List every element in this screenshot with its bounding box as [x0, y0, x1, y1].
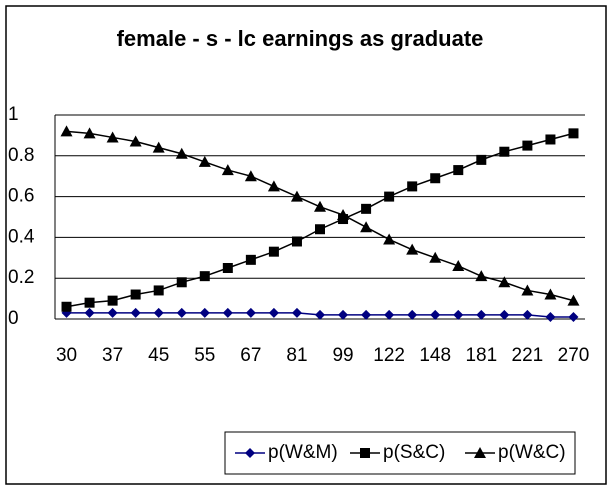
marker	[406, 243, 419, 255]
marker	[291, 307, 302, 318]
marker	[290, 190, 303, 202]
marker	[499, 146, 510, 157]
marker	[60, 125, 73, 137]
marker	[337, 208, 350, 220]
x-tick-label: 30	[56, 345, 77, 366]
marker	[268, 246, 279, 257]
marker	[568, 311, 579, 322]
legend-label: p(W&C)	[498, 442, 566, 463]
marker	[176, 277, 187, 288]
marker	[315, 309, 325, 320]
marker	[176, 307, 187, 318]
legend-box	[224, 431, 576, 475]
legend-marker	[474, 447, 486, 458]
marker	[383, 233, 396, 245]
marker	[130, 307, 141, 318]
marker	[407, 309, 418, 320]
marker	[199, 271, 210, 282]
y-tick-label: 0	[8, 308, 19, 329]
marker	[244, 170, 257, 182]
marker	[453, 165, 464, 176]
x-tick-label: 81	[286, 345, 307, 366]
legend-marker	[360, 448, 370, 458]
marker	[407, 181, 418, 192]
marker	[453, 309, 464, 320]
marker	[245, 254, 256, 265]
marker	[267, 180, 280, 192]
marker	[476, 309, 487, 320]
x-tick-label: 67	[240, 345, 261, 366]
y-tick-label: 0.8	[8, 145, 34, 166]
y-tick-label: 0.6	[8, 186, 34, 207]
marker	[452, 259, 465, 271]
marker	[430, 309, 441, 320]
marker	[199, 307, 210, 318]
marker	[315, 224, 325, 235]
marker	[268, 307, 279, 318]
marker	[222, 263, 233, 273]
x-tick-label: 45	[148, 345, 169, 366]
marker	[61, 301, 72, 312]
chart-border	[5, 5, 607, 485]
marker	[107, 295, 118, 306]
marker	[476, 154, 487, 165]
x-tick-label: 270	[558, 345, 590, 366]
x-tick-label: 55	[194, 345, 215, 366]
marker	[338, 309, 349, 320]
marker	[384, 309, 395, 320]
marker	[153, 285, 164, 296]
marker	[545, 311, 556, 322]
marker	[314, 200, 326, 212]
marker	[475, 270, 488, 282]
marker	[384, 191, 395, 202]
x-tick-label: 122	[373, 345, 405, 366]
x-tick-label: 99	[332, 345, 353, 366]
legend-label: p(S&C)	[383, 442, 445, 463]
marker	[130, 289, 141, 300]
marker	[498, 276, 511, 288]
marker	[129, 135, 142, 147]
marker	[107, 307, 118, 318]
x-tick-label: 221	[512, 345, 544, 366]
marker	[221, 164, 234, 176]
marker	[521, 284, 534, 296]
marker	[544, 288, 557, 300]
marker	[522, 140, 533, 151]
marker	[429, 251, 442, 263]
marker	[83, 127, 96, 139]
y-tick-label: 0.2	[8, 267, 34, 288]
marker	[567, 294, 580, 306]
marker	[545, 134, 556, 145]
x-tick-label: 37	[102, 345, 123, 366]
marker	[361, 309, 372, 320]
chart-title: female - s - lc earnings as graduate	[117, 26, 484, 51]
marker	[522, 309, 533, 320]
marker	[291, 236, 302, 247]
marker	[568, 128, 579, 139]
marker	[361, 203, 372, 214]
marker	[245, 307, 256, 318]
marker	[153, 307, 164, 318]
marker	[360, 221, 373, 233]
marker	[152, 141, 165, 153]
legend-label: p(W&M)	[268, 442, 338, 463]
marker	[84, 297, 95, 308]
marker	[175, 147, 188, 159]
y-tick-label: 0.4	[8, 226, 35, 247]
marker	[430, 173, 441, 184]
marker	[198, 155, 211, 167]
marker	[499, 309, 510, 320]
marker	[106, 131, 119, 143]
legend-marker	[245, 448, 255, 458]
x-tick-label: 148	[419, 345, 451, 366]
y-tick-label: 1	[8, 104, 19, 125]
marker	[222, 307, 233, 318]
x-tick-label: 181	[465, 345, 497, 366]
marker	[84, 307, 95, 318]
